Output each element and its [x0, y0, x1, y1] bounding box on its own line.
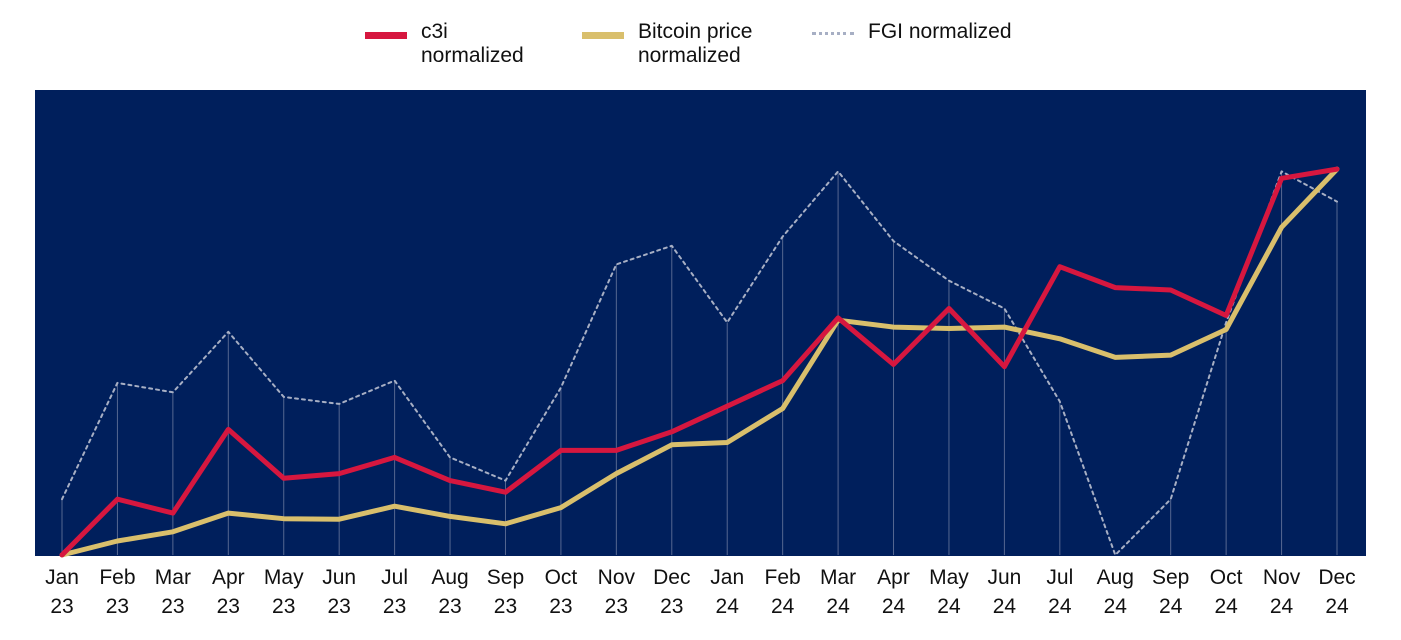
- x-tick-label: Feb 24: [765, 566, 801, 618]
- x-tick-month: Oct: [1210, 566, 1243, 589]
- x-tick-year: 23: [383, 595, 406, 618]
- x-tick-label: Sep 23: [487, 566, 524, 618]
- x-tick-year: 24: [716, 595, 740, 618]
- x-tick-label: May 23: [264, 566, 304, 618]
- x-tick-label: Mar 23: [155, 566, 191, 618]
- x-tick-month: Dec: [653, 566, 690, 589]
- legend-item-bitcoin: Bitcoin price normalized: [582, 20, 752, 68]
- x-tick-label: Aug 23: [431, 566, 468, 618]
- x-tick-month: Mar: [820, 566, 856, 589]
- legend-label-c3i: c3i normalized: [421, 20, 524, 67]
- x-tick-year: 24: [1214, 595, 1238, 618]
- c3i-series-line: [59, 166, 1340, 558]
- x-tick-label: Dec 24: [1318, 566, 1355, 618]
- x-tick-month: Dec: [1318, 566, 1355, 589]
- x-tick-month: Sep: [487, 566, 524, 589]
- x-tick-label: Aug 24: [1097, 566, 1134, 618]
- c3i-legend-swatch: [365, 32, 407, 39]
- x-tick-year: 23: [494, 595, 517, 618]
- x-tick-month: Jan: [710, 566, 744, 589]
- x-tick-month: Jan: [45, 566, 79, 589]
- x-tick-label: Dec 23: [653, 566, 690, 618]
- legend-item-fgi: FGI normalized: [812, 20, 1012, 44]
- x-tick-year: 24: [771, 595, 795, 618]
- x-tick-year: 24: [993, 595, 1017, 618]
- x-tick-label: Apr 23: [212, 566, 245, 618]
- x-tick-label: Nov 23: [598, 566, 636, 618]
- x-tick-label: Jul 23: [381, 566, 408, 618]
- x-tick-label: Oct 24: [1210, 566, 1243, 618]
- x-tick-month: Mar: [155, 566, 191, 589]
- x-tick-month: Nov: [598, 566, 636, 589]
- x-tick-year: 24: [1270, 595, 1294, 618]
- x-tick-label: May 24: [929, 566, 969, 618]
- bitcoin-legend-swatch: [582, 32, 624, 39]
- x-tick-label: Jun 23: [322, 566, 356, 618]
- x-tick-month: Aug: [431, 566, 468, 589]
- x-tick-label: Jun 24: [987, 566, 1021, 618]
- legend: c3i normalized Bitcoin price normalized …: [0, 20, 1401, 70]
- x-tick-label: Mar 24: [820, 566, 856, 618]
- series-layer: [59, 166, 1340, 558]
- x-tick-year: 24: [937, 595, 961, 618]
- x-tick-month: Nov: [1263, 566, 1301, 589]
- x-tick-month: Apr: [877, 566, 910, 589]
- x-axis-labels: Jan 23 Feb 23 Mar 23 Apr 23 May 23 Jun 23 Jul 23 Aug 23…: [45, 566, 1356, 618]
- x-tick-month: Apr: [212, 566, 245, 589]
- x-tick-label: Oct 23: [545, 566, 578, 618]
- x-tick-year: 23: [161, 595, 184, 618]
- x-tick-year: 23: [272, 595, 295, 618]
- x-tick-month: Feb: [99, 566, 135, 589]
- x-tick-year: 23: [106, 595, 129, 618]
- x-tick-year: 24: [826, 595, 850, 618]
- x-tick-month: Jul: [381, 566, 408, 589]
- x-tick-label: Feb 23: [99, 566, 135, 618]
- x-tick-month: Jun: [987, 566, 1021, 589]
- x-tick-year: 23: [549, 595, 572, 618]
- fgi-legend-swatch: [812, 32, 854, 35]
- legend-label-fgi: FGI normalized: [868, 20, 1012, 43]
- x-tick-year: 23: [217, 595, 240, 618]
- x-tick-month: Oct: [545, 566, 578, 589]
- x-tick-year: 23: [605, 595, 628, 618]
- x-tick-month: Aug: [1097, 566, 1134, 589]
- x-tick-year: 23: [660, 595, 683, 618]
- x-tick-label: Jul 24: [1046, 566, 1073, 618]
- x-tick-year: 24: [1159, 595, 1183, 618]
- x-tick-month: Sep: [1152, 566, 1189, 589]
- x-tick-label: Nov 24: [1263, 566, 1301, 618]
- x-tick-year: 23: [438, 595, 461, 618]
- x-tick-year: 24: [1325, 595, 1349, 618]
- x-tick-month: May: [264, 566, 304, 589]
- x-tick-label: Jan 23: [45, 566, 79, 618]
- legend-label-bitcoin: Bitcoin price normalized: [638, 20, 753, 67]
- x-tick-year: 24: [1104, 595, 1128, 618]
- x-tick-year: 23: [327, 595, 350, 618]
- x-tick-year: 24: [882, 595, 906, 618]
- x-tick-label: Jan 24: [710, 566, 744, 618]
- legend-item-c3i: c3i normalized: [365, 20, 524, 68]
- x-tick-label: Apr 24: [877, 566, 910, 618]
- x-tick-label: Sep 24: [1152, 566, 1189, 618]
- fgi-series-line: [61, 170, 1338, 556]
- x-tick-month: Feb: [765, 566, 801, 589]
- plot-area: [35, 90, 1366, 556]
- x-tick-month: Jun: [322, 566, 356, 589]
- x-tick-month: May: [929, 566, 969, 589]
- bitcoin-series-line: [59, 166, 1340, 558]
- x-tick-month: Jul: [1046, 566, 1073, 589]
- x-tick-year: 23: [50, 595, 73, 618]
- x-tick-year: 24: [1048, 595, 1072, 618]
